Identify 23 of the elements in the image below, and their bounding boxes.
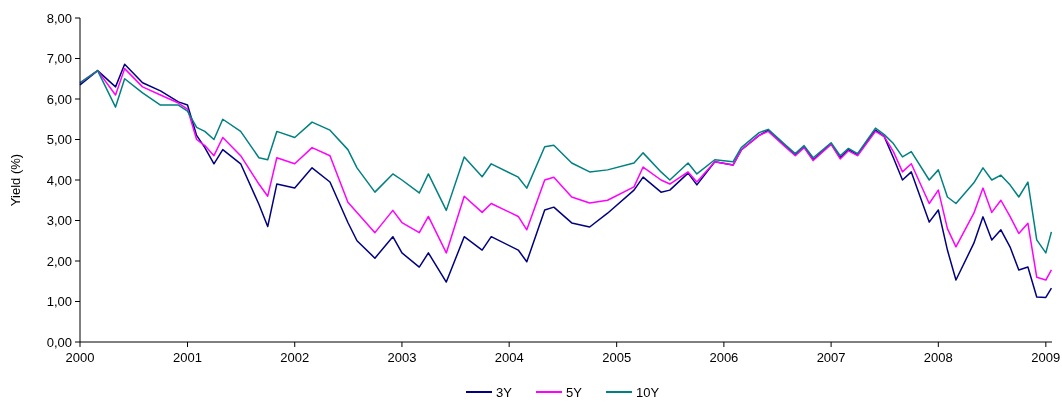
x-tick-label: 2008 [923,350,953,365]
x-tick-label: 2000 [65,350,95,365]
y-tick-label: 6,00 [46,91,72,107]
legend-label: 5Y [566,384,583,400]
y-tick-label: 8,00 [46,10,72,26]
y-tick-label: 4,00 [46,172,72,188]
legend-label: 10Y [636,384,660,400]
y-axis-title: Yield (%) [8,153,23,207]
x-tick-label: 2003 [387,350,417,365]
x-tick-label: 2001 [173,350,202,365]
x-tick-label: 2009 [1031,350,1061,365]
y-tick-label: 0,00 [46,334,72,350]
y-tick-label: 1,00 [46,294,72,310]
x-tick-label: 2007 [816,350,846,365]
y-tick-label: 5,00 [46,132,72,148]
y-tick-label: 2,00 [46,253,72,269]
y-tick-label: 3,00 [46,213,72,229]
x-tick-label: 2004 [494,350,524,365]
x-tick-label: 2006 [709,350,739,365]
x-tick-label: 2005 [602,350,632,365]
y-tick-label: 7,00 [46,51,72,67]
x-tick-label: 2002 [280,350,310,365]
legend-label: 3Y [496,384,513,400]
